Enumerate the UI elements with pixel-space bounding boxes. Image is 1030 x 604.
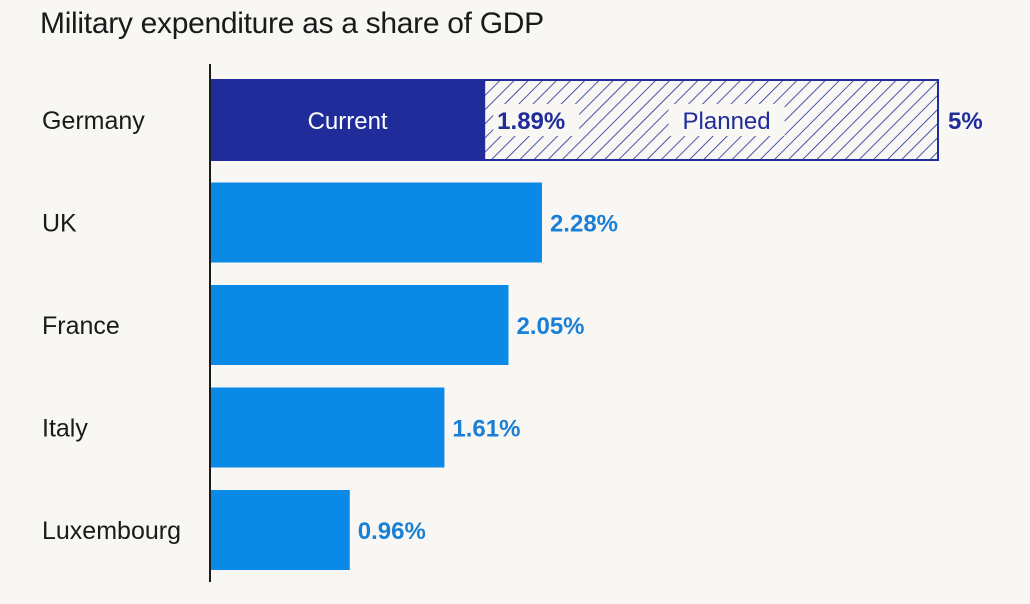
- value-label-germany: 1.89%: [497, 108, 565, 135]
- bar-uk: [210, 182, 542, 263]
- value-label-luxembourg: 0.96%: [358, 518, 426, 545]
- category-label-france: France: [42, 312, 120, 340]
- value-label-background: [493, 104, 580, 136]
- value-label-france: 2.05%: [516, 313, 584, 340]
- chart-title: Military expenditure as a share of GDP: [40, 7, 544, 40]
- value-label-italy: 1.61%: [452, 416, 520, 443]
- value-label-uk: 2.28%: [550, 211, 618, 238]
- category-label-italy: Italy: [42, 415, 88, 443]
- bar-italy: [210, 387, 445, 468]
- bar-current-germany: [210, 80, 486, 160]
- category-label-germany: Germany: [42, 107, 145, 135]
- bar-luxembourg: [210, 490, 350, 570]
- planned-value-label: 5%: [948, 108, 983, 135]
- planned-segment-label: Planned: [683, 108, 771, 135]
- planned-label-background: [668, 104, 785, 136]
- category-label-uk: UK: [42, 210, 77, 238]
- category-label-luxembourg: Luxembourg: [42, 517, 181, 545]
- bar-france: [210, 285, 509, 365]
- current-segment-label: Current: [308, 108, 388, 135]
